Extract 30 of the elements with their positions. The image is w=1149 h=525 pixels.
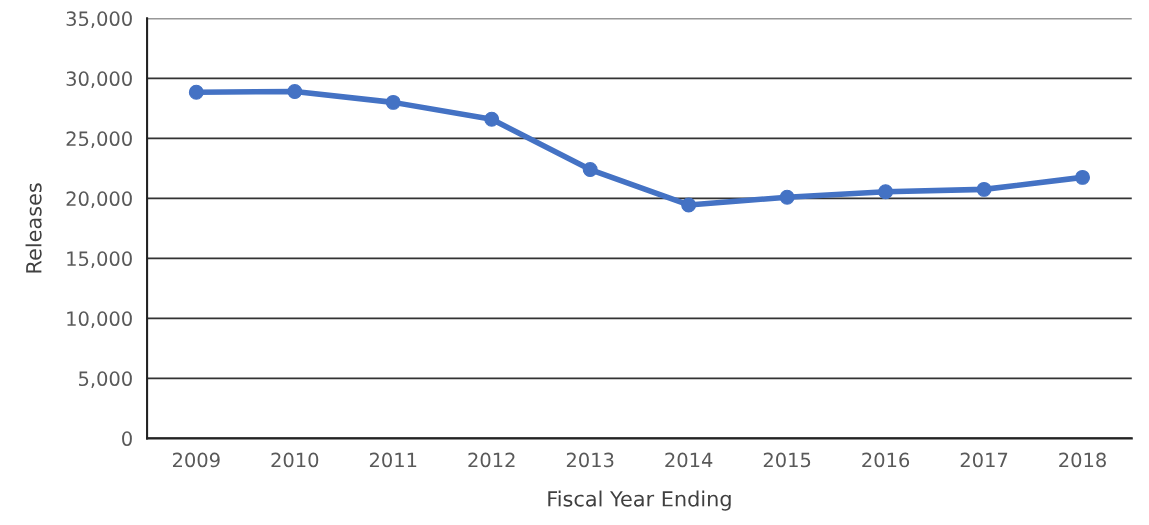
y-tick-label: 20,000 bbox=[66, 191, 132, 209]
x-tick-label: 2011 bbox=[369, 452, 417, 468]
y-tick-label: 15,000 bbox=[67, 251, 132, 269]
y-tick-label: 25,000 bbox=[66, 131, 132, 149]
x-tick-label: 2013 bbox=[566, 452, 614, 468]
x-tick-label: 2015 bbox=[763, 452, 811, 468]
y-tick-label: 35,000 bbox=[66, 11, 132, 29]
x-tick-label: 2018 bbox=[1059, 452, 1106, 468]
point bbox=[582, 162, 598, 178]
x-tick-label: 2009 bbox=[172, 452, 220, 468]
y-tick-label: 5,000 bbox=[79, 371, 132, 389]
point bbox=[1075, 169, 1090, 185]
y-tick-label: 0 bbox=[122, 431, 132, 447]
x-tick-label: 2016 bbox=[862, 452, 910, 468]
point bbox=[484, 111, 500, 127]
x-tick-label: 2014 bbox=[665, 452, 713, 468]
x-tick-label: 2010 bbox=[271, 452, 319, 468]
point bbox=[287, 84, 303, 100]
point bbox=[878, 184, 894, 200]
point bbox=[385, 94, 401, 110]
y-tick-label: 30,000 bbox=[66, 71, 132, 89]
x-axis-title: Fiscal Year Ending bbox=[548, 490, 731, 511]
x-tick-label: 2017 bbox=[960, 452, 1008, 468]
point bbox=[188, 84, 204, 100]
point bbox=[976, 181, 992, 197]
point bbox=[681, 197, 697, 213]
y-tick-label: 10,000 bbox=[67, 311, 132, 329]
x-tick-label: 2012 bbox=[468, 452, 515, 468]
point bbox=[779, 189, 795, 205]
y-axis-title: Releases bbox=[25, 183, 42, 273]
